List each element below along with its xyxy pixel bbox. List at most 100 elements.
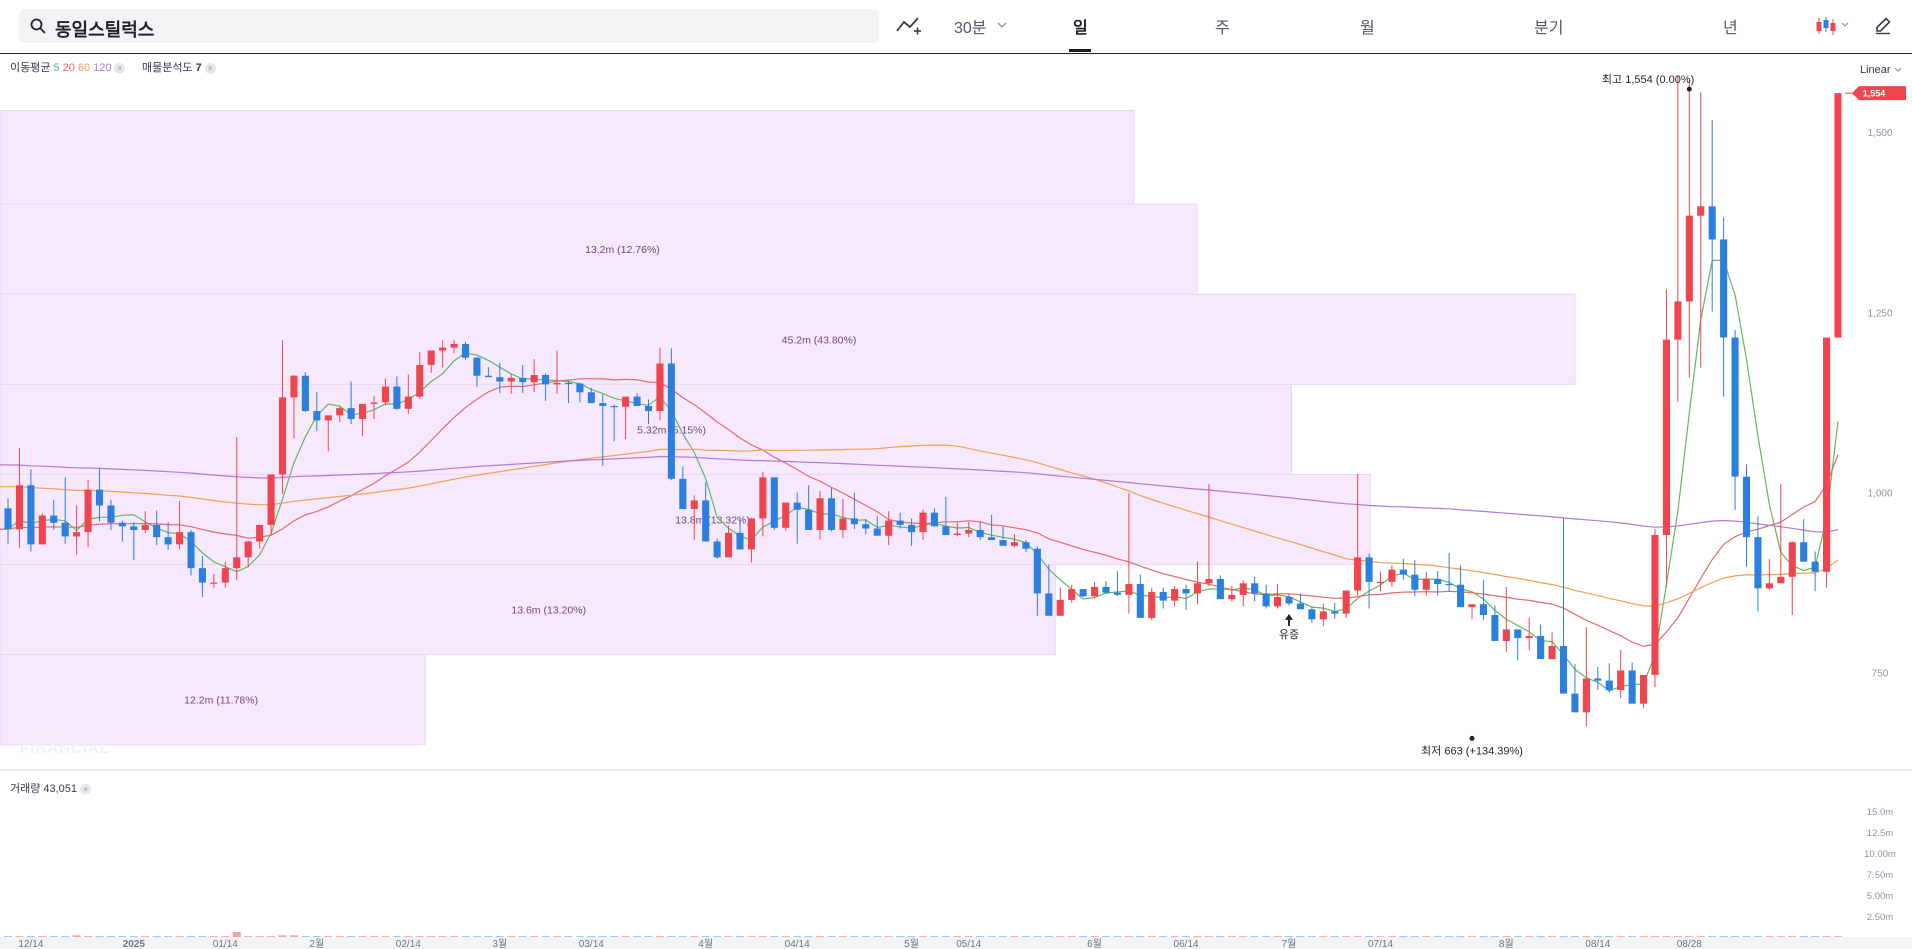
volume-bar [289,935,298,937]
volume-bar [930,936,939,937]
time-tick-label: 3월 [492,938,507,949]
chevron-down-icon[interactable] [997,22,1007,29]
volume-bar [1467,936,1477,937]
candle-body [1571,693,1579,713]
close-icon[interactable]: × [114,62,126,74]
tab-period-quarter[interactable]: 분기 [1534,20,1564,37]
volume-bar [861,936,870,937]
tab-period-week[interactable]: 주 [1215,20,1230,37]
pencil-icon[interactable] [1873,15,1893,35]
volume-bar [495,936,504,937]
volume-bar [450,936,459,937]
candle-body [1422,578,1430,590]
candle-body [1399,569,1407,575]
volume-bar [15,936,24,937]
volume-bar [461,936,470,937]
moving-average-legend[interactable]: 이동평균 5 20 60 120 × [10,59,128,75]
volume-bar [678,936,687,937]
volume-bar [267,936,276,937]
candle-body [107,505,115,523]
candle-body [690,500,698,510]
search-box[interactable]: 동일스틸럭스 [19,9,879,43]
candle-body [725,532,733,558]
candle-body [1662,339,1670,536]
candle-body [908,524,916,533]
interval-select[interactable]: 30분 [954,20,987,37]
volume-bar [1307,936,1316,937]
volume-bar [735,936,745,937]
candle-body [587,392,595,404]
volume-legend[interactable]: 거래량 43,051 × [10,780,94,796]
volume-bar [1490,936,1499,937]
candle-body [965,529,973,534]
volume-profile-label: 13.2m (12.76%) [585,244,660,256]
candle-body [473,357,481,376]
volume-bar [1227,936,1236,937]
candle-body [1491,615,1499,641]
candle-body [95,489,104,506]
volume-bar [1319,936,1328,937]
tab-period-day[interactable]: 일 [1073,20,1088,37]
candle-body [564,382,572,385]
moving-average-line-20 [0,378,1839,648]
volume-bar [72,935,81,937]
candle-body [1091,586,1099,597]
candle-body [118,522,126,527]
drawing-tool-icon[interactable] [896,16,922,36]
volume-bar [1811,936,1820,937]
search-query[interactable]: 동일스틸럭스 [55,20,155,40]
volume-bar [999,936,1008,937]
candle-body [336,408,344,416]
volume-bar [392,936,401,937]
volume-bar [1056,936,1065,937]
candle-body [1502,629,1510,641]
volume-bar [1365,936,1374,937]
candle-body [1296,603,1304,610]
volume-profile-legend[interactable]: 매물분석도 7 × [142,59,219,75]
volume-bar [209,936,218,937]
scale-mode-select[interactable]: Linear [1860,64,1902,76]
volume-bar [1296,936,1305,937]
volume-bar [1833,936,1843,937]
candle-body [38,515,46,545]
volume-bar [175,936,184,937]
volume-bar [1765,936,1774,937]
candle-body [1468,604,1476,608]
candle-body [1834,93,1842,338]
candle-body [1251,583,1259,594]
chevron-down-icon[interactable] [1841,22,1849,28]
candle-body [1285,597,1293,604]
volume-bar [610,936,619,937]
stock-chart[interactable]: 13.2m (12.76%)45.2m (43.80%)5.32m (5.15%… [0,53,1912,949]
close-icon[interactable]: × [204,62,216,74]
tab-period-month[interactable]: 월 [1360,20,1375,37]
volume-bar [324,936,333,937]
candle-body [141,524,149,530]
volume-bar [770,936,779,937]
volume-bar [1330,936,1339,937]
candle-body [278,397,287,475]
candle-body [15,485,23,530]
candle-body [1388,569,1396,582]
volume-profile-bar [0,654,426,746]
candle-body [1102,586,1110,593]
candle-body [427,350,435,365]
volume-value: 43,051 [43,783,78,795]
close-icon[interactable]: × [80,783,92,795]
candle-body [850,518,858,525]
volume-bar [1673,936,1682,937]
candle-body [1697,206,1705,216]
volume-bar [1479,936,1488,937]
candle-body [736,532,744,550]
volume-tick-label: 12.5m [1867,828,1893,839]
candle-body [1674,301,1682,340]
tab-period-year[interactable]: 년 [1723,20,1738,37]
candle-body [1274,597,1282,607]
volume-tick-label: 15.0m [1867,807,1893,818]
candle-type-icon[interactable] [1815,16,1837,36]
volume-bar [255,936,264,937]
time-tick-label: 08/28 [1677,939,1702,949]
volume-bar [118,936,127,937]
volume-bar [564,936,573,937]
volume-bar [575,936,584,937]
